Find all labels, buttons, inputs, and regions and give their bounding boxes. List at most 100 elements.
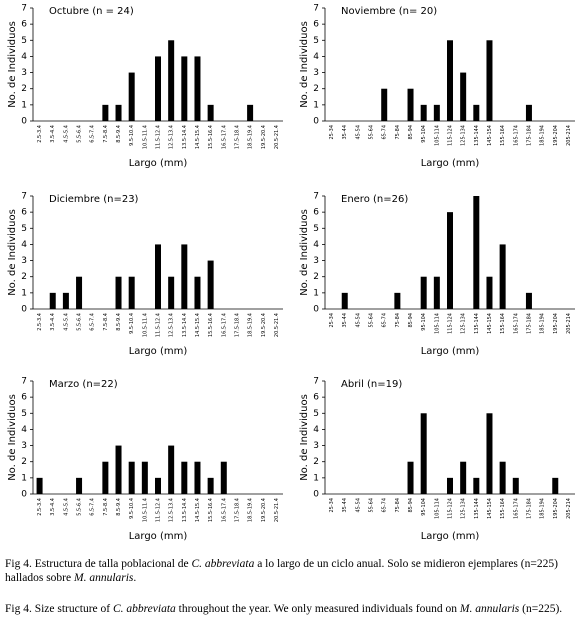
bar — [168, 276, 175, 309]
x-tick-label: 11.5-12.4 — [156, 498, 162, 522]
x-tick-label: 17.5-18.4 — [234, 498, 240, 522]
bar — [460, 461, 467, 494]
caption-en: Fig 4. Size structure of C. abbreviata t… — [5, 602, 575, 616]
caption-text: Fig 4. Size structure of — [5, 603, 113, 615]
bar — [115, 104, 122, 121]
y-tick-label: 0 — [21, 117, 27, 127]
y-tick-label: 2 — [313, 272, 319, 282]
x-tick-label: 115-124 — [448, 313, 454, 334]
x-tick-label: 5.5-6.4 — [77, 125, 83, 143]
x-tick-label: 135-144 — [474, 125, 480, 146]
x-tick-label: 14.5-15.4 — [195, 313, 201, 337]
y-tick-label: 3 — [313, 256, 319, 266]
bar — [102, 104, 109, 121]
bar — [115, 276, 122, 309]
y-tick-label: 7 — [21, 192, 27, 202]
caption-italic: C. abbreviata — [191, 558, 255, 570]
bar — [486, 276, 493, 309]
x-axis-label: Largo (mm) — [421, 158, 480, 169]
x-tick-label: 7.5-8.4 — [103, 125, 109, 143]
x-axis-label: Largo (mm) — [421, 531, 480, 542]
bar — [76, 477, 83, 494]
x-tick-label: 135-144 — [474, 313, 480, 334]
y-tick-label: 4 — [313, 425, 319, 435]
x-tick-label: 12.5-13.4 — [169, 498, 175, 522]
caption-italic: C. abbreviata — [112, 603, 176, 615]
x-tick-label: 55-64 — [369, 125, 375, 140]
bar — [115, 445, 122, 494]
x-tick-label: 14.5-15.4 — [195, 498, 201, 522]
x-tick-label: 165-174 — [513, 125, 519, 146]
bar — [62, 292, 69, 309]
x-tick-label: 175-184 — [526, 313, 532, 334]
y-tick-label: 5 — [313, 224, 319, 234]
x-tick-label: 13.5-14.4 — [182, 125, 188, 149]
x-tick-label: 35-44 — [342, 125, 348, 140]
bar — [128, 276, 135, 309]
bar — [420, 104, 427, 121]
x-tick-label: 3.5-4.4 — [50, 313, 56, 331]
x-tick-label: 65-74 — [382, 313, 388, 328]
x-tick-label: 12.5-13.4 — [169, 313, 175, 337]
x-axis-label: Largo (mm) — [129, 346, 188, 357]
x-tick-label: 12.5-13.4 — [169, 125, 175, 149]
chart-title: Octubre (n = 24) — [49, 6, 134, 17]
x-tick-label: 145-154 — [487, 498, 493, 519]
x-tick-label: 85-94 — [408, 313, 414, 328]
bar — [168, 40, 175, 121]
x-tick-label: 16.5-17.4 — [221, 125, 227, 149]
y-tick-label: 6 — [21, 20, 27, 30]
x-tick-label: 125-134 — [461, 125, 467, 146]
y-axis-label: No. de Individuos — [7, 394, 18, 481]
x-tick-label: 105-114 — [434, 125, 440, 146]
caption-text: (n=225). — [519, 603, 563, 615]
bar — [194, 461, 201, 494]
x-tick-label: 195-204 — [553, 313, 559, 334]
x-tick-label: 19.5-20.4 — [261, 125, 267, 149]
y-tick-label: 7 — [21, 377, 27, 387]
x-tick-label: 5.5-6.4 — [77, 498, 83, 516]
x-tick-label: 11.5-12.4 — [156, 313, 162, 337]
bar — [433, 104, 440, 121]
chart-title: Abril (n=19) — [341, 379, 402, 390]
x-tick-label: 13.5-14.4 — [182, 313, 188, 337]
x-tick-label: 95-104 — [421, 313, 427, 331]
x-tick-label: 55-64 — [369, 313, 375, 328]
x-tick-label: 155-164 — [500, 498, 506, 519]
bar — [128, 72, 135, 121]
x-tick-label: 9.5-10.4 — [129, 313, 135, 334]
bar — [181, 244, 188, 309]
caption-es: Fig 4. Estructura de talla poblacional d… — [5, 557, 575, 585]
bar — [420, 276, 427, 309]
y-tick-label: 0 — [21, 305, 27, 315]
x-tick-label: 4.5-5.4 — [63, 313, 69, 331]
x-tick-label: 165-174 — [513, 498, 519, 519]
bar — [207, 104, 214, 121]
x-tick-label: 15.5-16.4 — [208, 498, 214, 522]
bar — [473, 196, 480, 309]
x-tick-label: 7.5-8.4 — [103, 313, 109, 331]
x-tick-label: 65-74 — [382, 498, 388, 513]
bar — [49, 292, 56, 309]
x-tick-label: 10.5-11.4 — [142, 313, 148, 337]
y-tick-label: 3 — [313, 68, 319, 78]
x-tick-label: 4.5-5.4 — [63, 498, 69, 516]
y-tick-label: 4 — [21, 52, 27, 62]
x-tick-label: 14.5-15.4 — [195, 125, 201, 149]
x-tick-label: 20.5-21.4 — [274, 313, 280, 337]
bar — [155, 244, 161, 309]
chart-title: Enero (n=26) — [341, 194, 408, 205]
x-tick-label: 20.5-21.4 — [274, 498, 280, 522]
x-tick-label: 7.5-8.4 — [103, 498, 109, 516]
x-tick-label: 2.5-3.4 — [37, 125, 43, 143]
x-tick-label: 9.5-10.4 — [129, 498, 135, 519]
x-tick-label: 95-104 — [421, 125, 427, 143]
x-tick-label: 18.5-19.4 — [248, 125, 254, 149]
caption-text: Fig 4. Estructura de talla poblacional d… — [5, 558, 192, 570]
caption-italic: M. annularis — [73, 572, 134, 584]
bar — [447, 40, 453, 121]
y-tick-label: 1 — [313, 288, 319, 298]
caption-italic: M. annularis — [459, 603, 520, 615]
x-tick-label: 25-34 — [329, 498, 335, 513]
